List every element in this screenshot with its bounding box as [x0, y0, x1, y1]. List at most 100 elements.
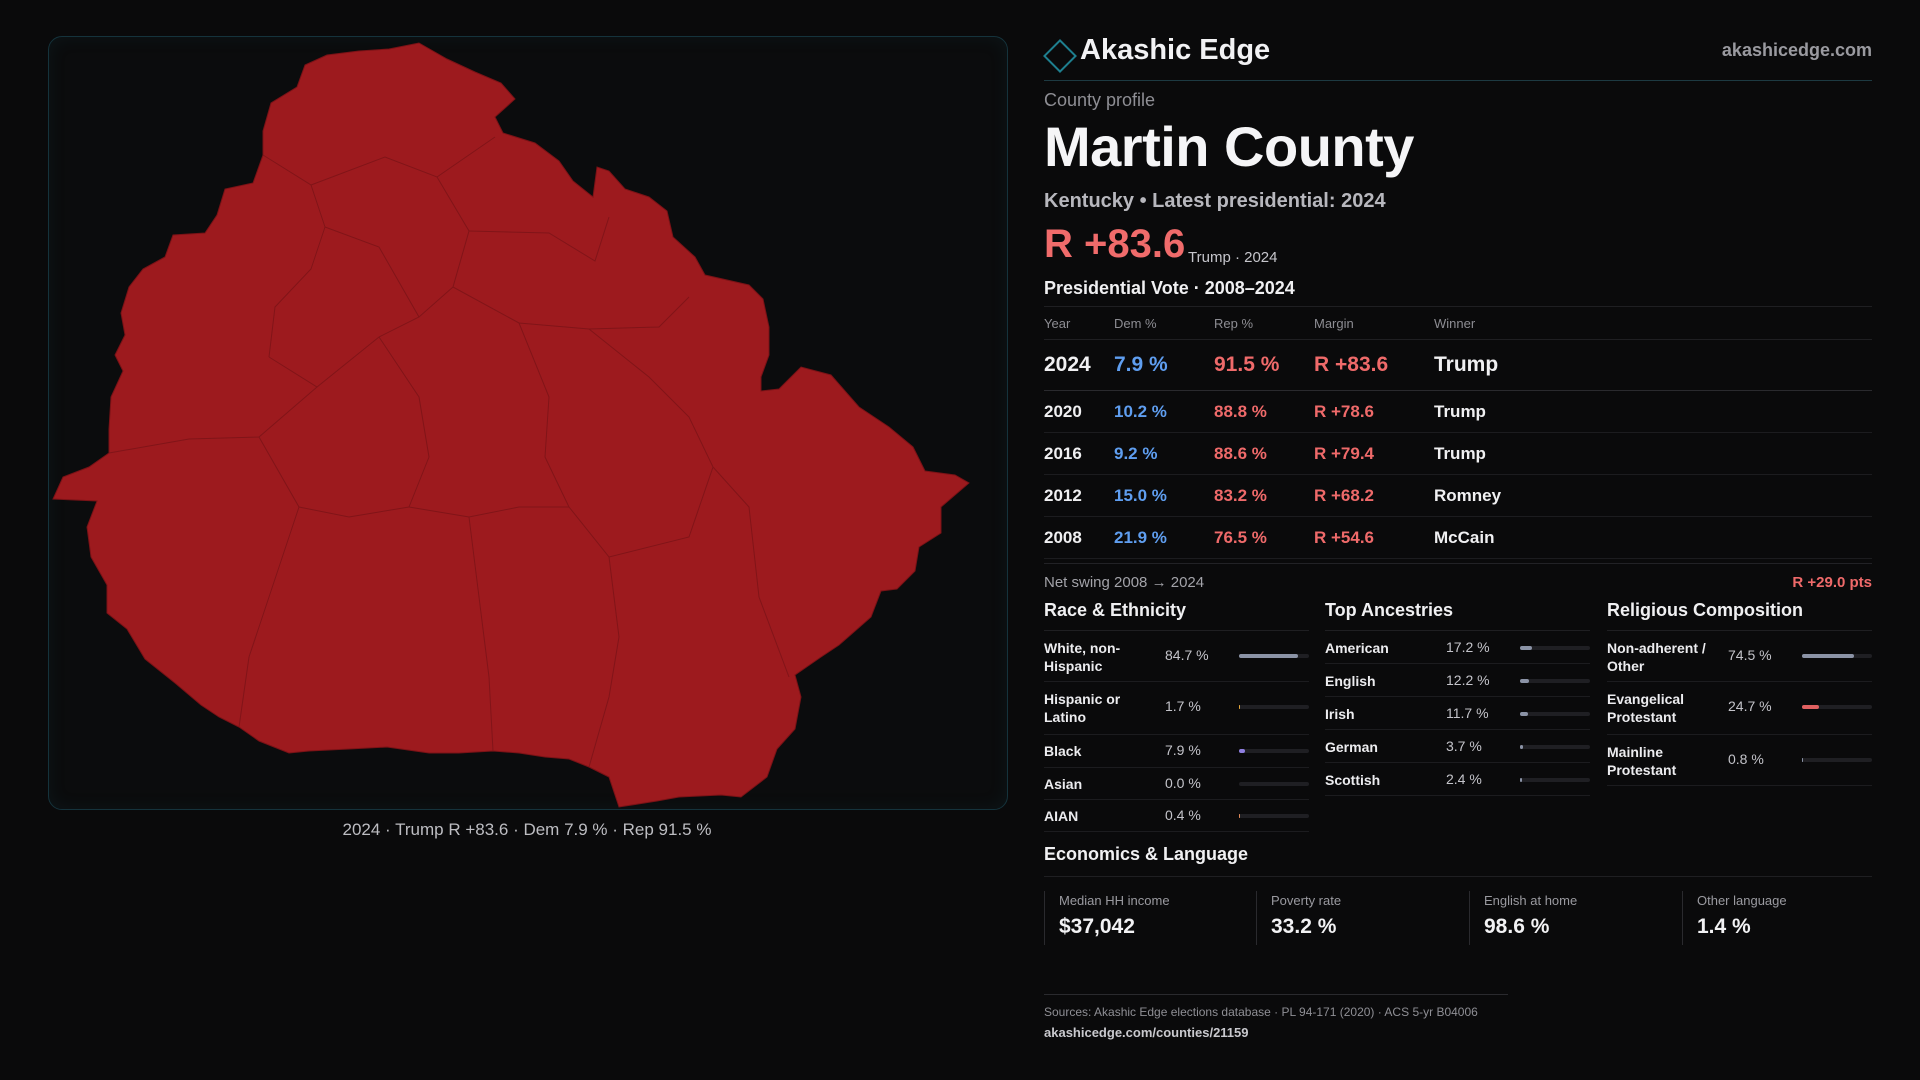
stat-value: 1.4 %	[1697, 915, 1751, 938]
cell-margin: R +68.2	[1314, 474, 1434, 517]
religion-label: Mainline Protestant	[1607, 744, 1677, 778]
religion-section: Religious Composition Non-adherent / Oth…	[1607, 600, 1872, 786]
stat-label: English at home	[1484, 893, 1578, 908]
list-item: Evangelical Protestant 24.7 %	[1607, 682, 1872, 735]
race-ethnicity-section: Race & Ethnicity White, non-Hispanic 84.…	[1044, 600, 1309, 832]
ancestry-bar-fill	[1520, 679, 1529, 683]
cell-rep: 83.2 %	[1214, 474, 1314, 517]
stat-other-language: Other language 1.4 %	[1682, 891, 1887, 945]
cell-dem: 21.9 %	[1114, 516, 1214, 559]
county-map-panel[interactable]	[48, 36, 1008, 810]
diamond-outline-icon	[1043, 39, 1077, 73]
ancestry-bar	[1520, 679, 1590, 683]
list-item: AIAN 0.4 %	[1044, 800, 1309, 832]
stat-label: Poverty rate	[1271, 893, 1342, 908]
ancestry-label: German	[1325, 739, 1378, 755]
economics-title: Economics & Language	[1044, 844, 1872, 877]
cell-year: 2016	[1044, 432, 1114, 475]
ancestry-value: 3.7 %	[1446, 738, 1482, 754]
religion-bar-fill	[1802, 758, 1803, 762]
sources-text: Sources: Akashic Edge elections database…	[1044, 1005, 1478, 1019]
religion-bar	[1802, 758, 1872, 762]
county-map[interactable]	[49, 37, 1007, 809]
race-label: Black	[1044, 743, 1082, 759]
stat-english-at-home: English at home 98.6 %	[1469, 891, 1674, 945]
race-value: 7.9 %	[1165, 742, 1201, 758]
profile-subtitle: Kentucky • Latest presidential: 2024	[1044, 190, 1386, 212]
stat-label: Other language	[1697, 893, 1787, 908]
stat-value: 33.2 %	[1271, 915, 1337, 938]
cell-dem: 9.2 %	[1114, 432, 1214, 475]
col-header-year: Year	[1044, 306, 1114, 340]
table-row: 2008 21.9 % 76.5 % R +54.6 McCain	[1044, 516, 1872, 559]
cell-dem: 7.9 %	[1114, 339, 1214, 391]
latest-margin: R +83.6	[1044, 222, 1186, 266]
cell-dem: 15.0 %	[1114, 474, 1214, 517]
ancestry-bar-fill	[1520, 646, 1533, 650]
religion-value: 74.5 %	[1728, 647, 1772, 663]
religion-value: 24.7 %	[1728, 698, 1772, 714]
ancestry-label: Irish	[1325, 706, 1355, 722]
religion-value: 0.8 %	[1728, 751, 1764, 767]
religion-label: Non-adherent / Other	[1607, 640, 1706, 674]
race-bar	[1239, 749, 1309, 753]
stat-median-income: Median HH income $37,042	[1044, 891, 1249, 945]
religion-title: Religious Composition	[1607, 600, 1872, 631]
cell-winner: Trump	[1434, 390, 1872, 433]
county-shape[interactable]	[52, 42, 970, 808]
cell-winner: Trump	[1434, 339, 1872, 391]
col-header-dem: Dem %	[1114, 306, 1214, 340]
race-label: White, non-Hispanic	[1044, 640, 1121, 674]
brand-header: Akashic Edge akashicedge.com	[1043, 34, 1872, 81]
stat-label: Median HH income	[1059, 893, 1170, 908]
table-row: 2020 10.2 % 88.8 % R +78.6 Trump	[1044, 390, 1872, 433]
map-caption: 2024 · Trump R +83.6 · Dem 7.9 % · Rep 9…	[342, 820, 712, 839]
ancestry-value: 11.7 %	[1446, 705, 1489, 721]
brand-name[interactable]: Akashic Edge	[1080, 34, 1271, 66]
ancestry-bar	[1520, 778, 1590, 782]
presidential-vote-table: Year Dem % Rep % Margin Winner 2024 7.9 …	[1044, 306, 1872, 559]
religion-bar	[1802, 654, 1872, 658]
ancestry-bar-fill	[1520, 778, 1522, 782]
list-item: Black 7.9 %	[1044, 735, 1309, 768]
table-row: 2016 9.2 % 88.6 % R +79.4 Trump	[1044, 432, 1872, 475]
race-value: 0.0 %	[1165, 775, 1201, 791]
list-item: Scottish 2.4 %	[1325, 763, 1590, 796]
cell-dem: 10.2 %	[1114, 390, 1214, 433]
cell-year: 2020	[1044, 390, 1114, 433]
cell-winner: Trump	[1434, 432, 1872, 475]
ancestry-bar-fill	[1520, 745, 1523, 749]
cell-rep: 76.5 %	[1214, 516, 1314, 559]
cell-winner: Romney	[1434, 474, 1872, 517]
race-value: 0.4 %	[1165, 807, 1201, 823]
table-row: 2012 15.0 % 83.2 % R +68.2 Romney	[1044, 474, 1872, 517]
col-header-margin: Margin	[1314, 306, 1434, 340]
ancestry-value: 2.4 %	[1446, 771, 1482, 787]
race-bar	[1239, 814, 1309, 818]
race-bar	[1239, 782, 1309, 786]
cell-year: 2012	[1044, 474, 1114, 517]
table-row: 2024 7.9 % 91.5 % R +83.6 Trump	[1044, 339, 1872, 391]
ancestry-bar	[1520, 646, 1590, 650]
religion-bar-fill	[1802, 705, 1820, 709]
religion-bar	[1802, 705, 1872, 709]
sources-url-link[interactable]: akashicedge.com/counties/21159	[1044, 1025, 1249, 1040]
religion-label: Evangelical Protestant	[1607, 691, 1685, 725]
race-value: 84.7 %	[1165, 647, 1209, 663]
religion-bar-fill	[1802, 654, 1855, 658]
list-item: Asian 0.0 %	[1044, 768, 1309, 800]
list-item: White, non-Hispanic 84.7 %	[1044, 631, 1309, 682]
list-item: English 12.2 %	[1325, 664, 1590, 697]
net-swing-row: Net swing 2008 → 2024 R +29.0 pts	[1044, 563, 1872, 591]
ancestry-bar-fill	[1520, 712, 1529, 716]
race-value: 1.7 %	[1165, 698, 1201, 714]
net-swing-value: R +29.0 pts	[1792, 574, 1872, 591]
cell-year: 2024	[1044, 339, 1114, 391]
ancestry-bar	[1520, 745, 1590, 749]
race-label: AIAN	[1044, 808, 1079, 824]
brand-url-link[interactable]: akashicedge.com	[1721, 40, 1872, 60]
profile-eyebrow: County profile	[1044, 90, 1156, 110]
ancestry-label: American	[1325, 640, 1389, 656]
ancestry-value: 17.2 %	[1446, 639, 1490, 655]
ancestry-label: English	[1325, 673, 1376, 689]
